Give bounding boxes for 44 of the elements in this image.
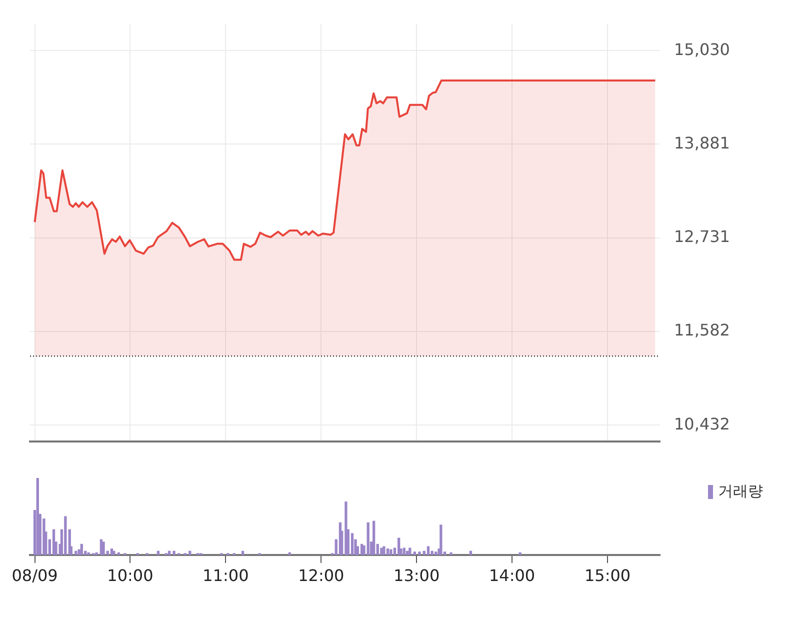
x-tick-label: 10:00 [107,566,154,585]
bar [241,550,244,555]
bar [469,550,472,555]
bar [188,550,192,555]
y-tick-label: 15,030 [674,40,730,59]
bar [350,533,354,555]
bar [344,502,348,555]
bar [74,550,78,555]
bar [450,552,452,555]
bar [168,550,171,555]
bar [80,544,83,555]
x-tick-label: 13:00 [394,566,440,585]
bar [112,550,116,555]
x-tick-label: 08/09 [12,566,58,585]
x-tick-label: 12:00 [298,566,344,585]
bar [440,524,442,555]
bar [402,548,406,555]
y-tick-label: 13,881 [674,133,730,152]
x-tick-label: 14:00 [488,566,536,585]
bar [156,550,160,555]
bar [95,552,98,555]
bar [413,552,416,555]
bar [172,550,176,555]
x-tick-label: 11:00 [202,566,249,585]
legend-label: 거래량 [718,482,763,500]
bar [102,542,105,555]
bar [406,550,409,555]
bar [64,516,67,555]
bar [380,548,383,555]
bar [418,552,421,555]
bar [372,520,376,555]
bar [390,549,392,555]
bar [408,548,412,555]
y-tick-label: 10,432 [674,414,730,434]
bar [426,546,430,555]
bar [386,548,390,555]
x-tick-label: 15:00 [584,566,631,585]
bar [36,478,39,555]
bar [366,522,370,555]
bar [434,552,438,555]
bar [382,546,386,555]
y-tick-label: 11,582 [674,320,730,340]
bar [518,552,522,555]
y-tick-label: 12,731 [674,227,730,246]
